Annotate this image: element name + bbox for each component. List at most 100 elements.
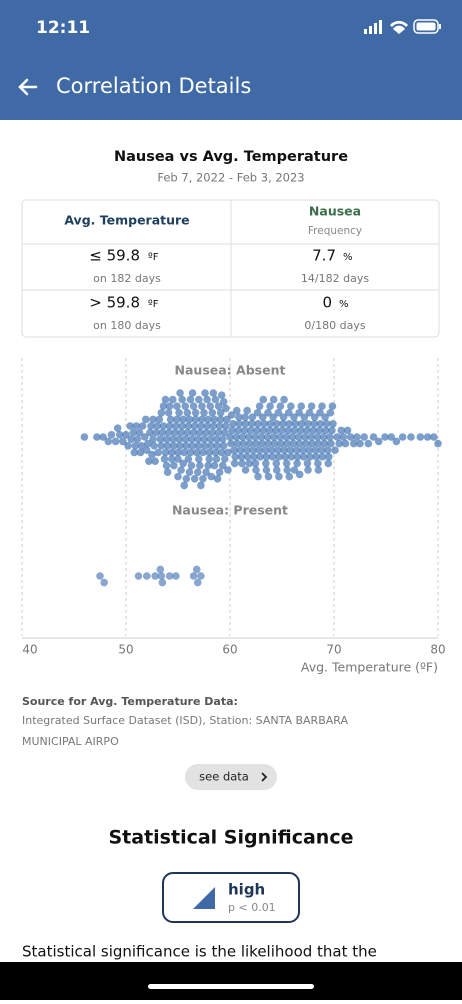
data-point	[221, 428, 229, 437]
data-point	[259, 395, 268, 404]
data-point	[202, 428, 210, 437]
source-text: MUNICIPAL AIRPO	[22, 735, 119, 748]
data-point	[248, 413, 257, 422]
data-point	[284, 426, 293, 435]
data-point	[328, 402, 337, 411]
range: > 59.8	[89, 294, 140, 312]
data-point	[181, 402, 190, 411]
data-point	[187, 435, 196, 444]
data-point	[237, 453, 246, 461]
data-point	[356, 439, 364, 448]
data-point	[374, 437, 383, 446]
data-point	[387, 433, 396, 441]
data-point	[149, 415, 157, 424]
data-point	[224, 466, 232, 474]
data-point	[287, 453, 296, 461]
unit: ºF	[148, 299, 159, 310]
back-button[interactable]	[18, 78, 38, 96]
data-point	[180, 448, 189, 457]
data-point	[304, 466, 312, 474]
data-point	[231, 453, 239, 461]
data-point	[261, 446, 270, 455]
status-time: 12:11	[36, 18, 90, 38]
data-point	[310, 420, 319, 428]
data-point	[303, 426, 311, 435]
data-point	[285, 472, 294, 481]
data-point	[277, 439, 285, 448]
beeswarm-chart: Avg. Temperature (ºF) 40 50 60 70 80 Nausea: …	[21, 358, 446, 675]
data-point	[178, 395, 186, 404]
data-point	[205, 455, 213, 463]
data-point	[154, 448, 163, 457]
status-icons	[364, 19, 441, 34]
data-point	[243, 453, 252, 461]
data-point	[254, 472, 262, 481]
data-point	[221, 455, 229, 463]
data-point	[157, 409, 166, 417]
data-point	[303, 459, 312, 468]
data-point	[151, 572, 159, 580]
data-point	[196, 461, 204, 470]
data-point	[179, 459, 187, 468]
data-point	[176, 389, 184, 397]
data-point	[273, 420, 281, 428]
data-point	[240, 426, 249, 435]
data-point	[269, 413, 277, 422]
data-point	[182, 475, 191, 483]
data-point	[241, 413, 249, 422]
data-point	[346, 433, 355, 441]
data-point	[273, 466, 281, 474]
data-point	[290, 466, 299, 474]
data-point	[218, 435, 227, 444]
data-point	[161, 395, 170, 404]
data-point	[307, 433, 315, 441]
data-point	[191, 415, 200, 424]
data-point	[107, 431, 116, 439]
data-point	[198, 402, 206, 411]
data-point	[297, 420, 306, 428]
data-point	[369, 433, 378, 441]
data-point	[320, 439, 329, 448]
data-point	[195, 395, 203, 404]
data-point	[104, 437, 113, 446]
data-point	[177, 428, 185, 437]
data-point	[293, 459, 301, 468]
data-point	[333, 433, 341, 441]
data-point	[209, 422, 218, 430]
data-point	[239, 439, 248, 448]
data-point	[224, 448, 232, 457]
data-point	[184, 455, 193, 463]
data-point	[323, 446, 332, 455]
data-point	[264, 409, 272, 417]
data-point	[284, 409, 293, 417]
data-point	[271, 426, 280, 435]
source-label: Source for Avg. Temperature Data:	[22, 695, 238, 708]
see-data-button[interactable]: see data	[185, 764, 277, 790]
data-point	[192, 448, 201, 457]
data-point	[353, 433, 361, 441]
data-point	[227, 411, 236, 419]
data-point	[293, 453, 302, 461]
data-point	[280, 446, 288, 455]
data-point	[182, 442, 191, 450]
data-point	[141, 415, 150, 424]
home-bar-area	[0, 962, 462, 1000]
data-point	[360, 433, 368, 441]
data-point	[275, 472, 283, 481]
data-point	[204, 461, 212, 470]
data-point	[172, 572, 180, 580]
data-point	[190, 422, 199, 430]
data-point	[274, 446, 282, 455]
data-point	[272, 459, 281, 468]
data-point	[173, 402, 181, 411]
data-point	[217, 391, 226, 400]
data-point	[164, 409, 173, 417]
data-point	[188, 442, 197, 450]
data-point	[206, 402, 215, 411]
data-point	[213, 442, 222, 450]
data-point	[167, 448, 176, 457]
data-point	[214, 428, 223, 437]
data-point	[314, 466, 323, 474]
data-point	[290, 413, 298, 422]
data-point	[337, 426, 346, 435]
